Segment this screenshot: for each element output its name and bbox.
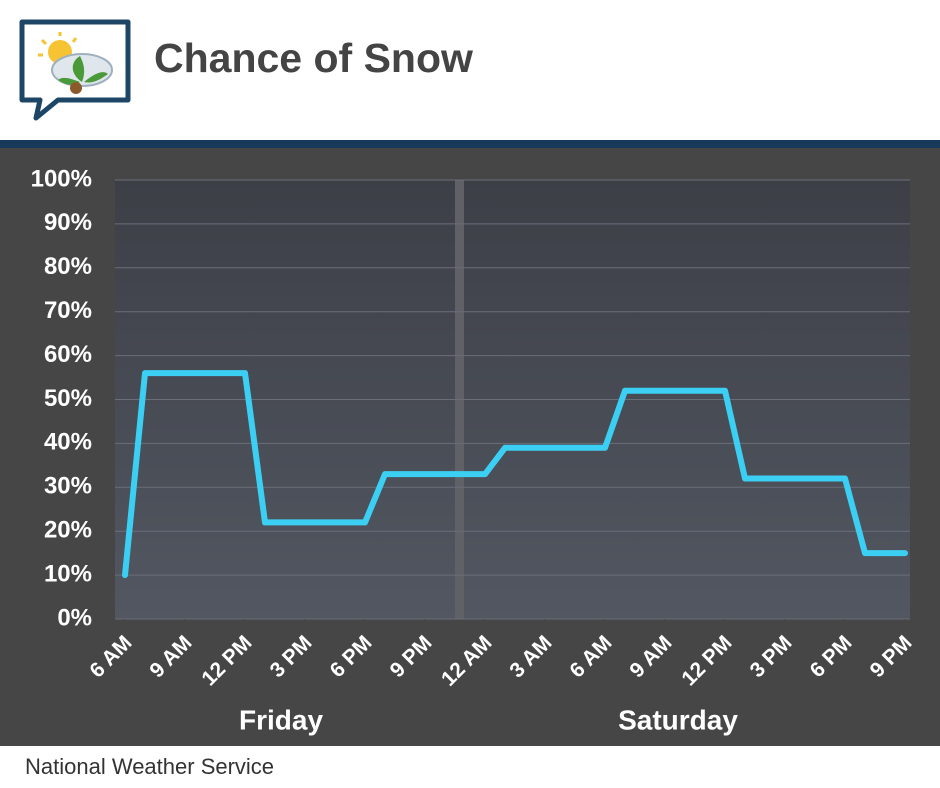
y-tick-label: 10% bbox=[44, 560, 92, 587]
y-tick-label: 90% bbox=[44, 209, 92, 236]
y-tick-label: 0% bbox=[57, 604, 92, 631]
y-tick-label: 30% bbox=[44, 473, 92, 500]
y-tick-label: 20% bbox=[44, 517, 92, 544]
header-bar bbox=[0, 140, 940, 148]
logo bbox=[19, 19, 131, 121]
y-tick-label: 50% bbox=[44, 385, 92, 412]
source: National Weather Service bbox=[25, 754, 274, 779]
day-label: Friday bbox=[239, 704, 323, 735]
y-tick-label: 70% bbox=[44, 297, 92, 324]
day-label: Saturday bbox=[618, 704, 738, 735]
y-tick-label: 100% bbox=[31, 165, 92, 192]
y-tick-label: 60% bbox=[44, 341, 92, 368]
data-line bbox=[122, 370, 908, 579]
y-tick-label: 40% bbox=[44, 429, 92, 456]
chart-title: Chance of Snow bbox=[154, 35, 473, 81]
y-tick-label: 80% bbox=[44, 253, 92, 280]
